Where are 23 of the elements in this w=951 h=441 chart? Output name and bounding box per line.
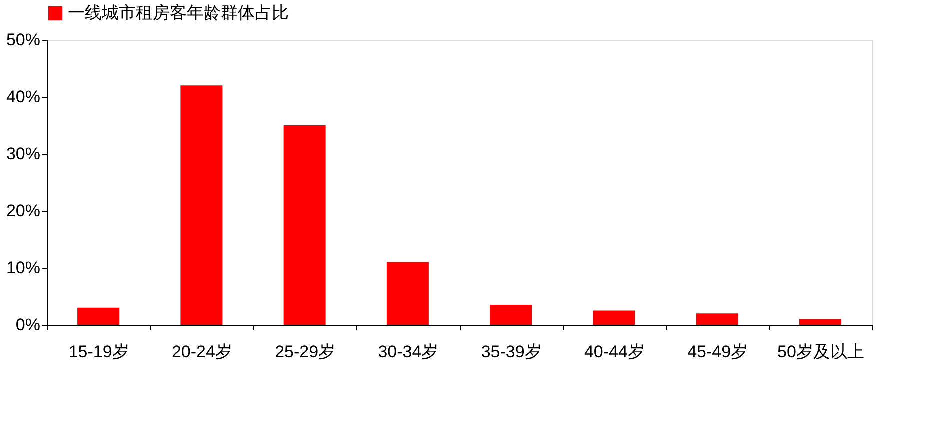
- x-tick-label: 30-34岁: [378, 342, 439, 362]
- y-tick-label: 0%: [16, 316, 40, 334]
- legend-label: 一线城市租房客年龄群体占比: [68, 4, 289, 22]
- bar: [696, 314, 738, 325]
- bar: [284, 126, 326, 325]
- x-tick-label: 25-29岁: [275, 342, 336, 362]
- bar: [593, 310, 636, 325]
- y-tick-label: 30%: [6, 144, 40, 164]
- bar: [490, 305, 532, 325]
- y-tick-label: 10%: [6, 258, 40, 278]
- x-tick-label: 45-49岁: [688, 342, 748, 362]
- y-tick-label: 50%: [6, 30, 40, 50]
- x-tick-label: 15-19岁: [68, 342, 130, 362]
- bar: [78, 308, 120, 325]
- x-tick-label: 35-39岁: [481, 342, 542, 362]
- x-tick-label: 20-24岁: [172, 342, 232, 362]
- y-tick-label: 40%: [6, 88, 40, 106]
- y-tick-label: 20%: [6, 202, 40, 220]
- bar: [799, 319, 842, 325]
- bar: [386, 262, 429, 325]
- bar: [180, 86, 223, 325]
- x-tick-label: 40-44岁: [584, 342, 645, 362]
- x-tick-label: 50岁及以上: [777, 342, 864, 362]
